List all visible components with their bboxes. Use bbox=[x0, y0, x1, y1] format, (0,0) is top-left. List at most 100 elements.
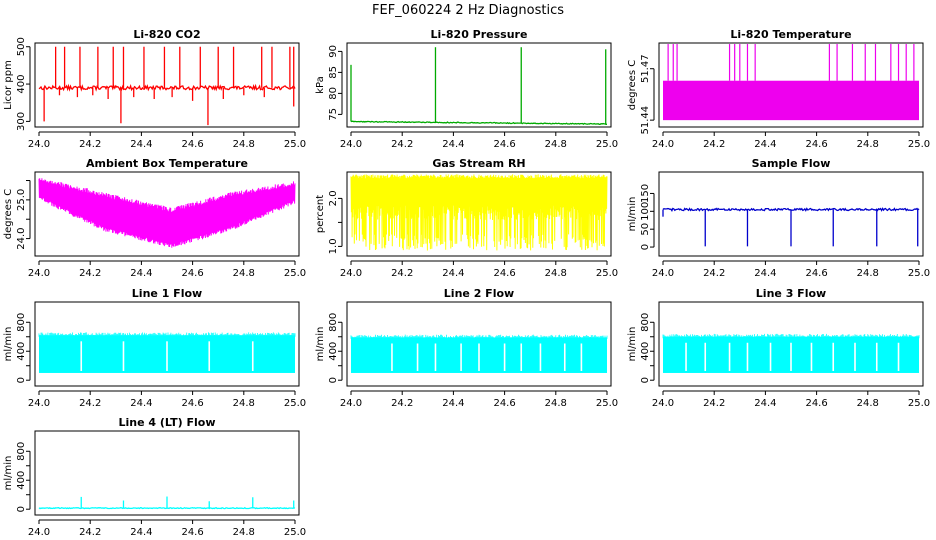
x-axis: 24.0 24.2 24.4 24.6 24.8 25.0 bbox=[652, 390, 930, 409]
y-axis: 0 400 800 bbox=[640, 313, 655, 383]
y-tick-label: 51.47 bbox=[640, 54, 651, 83]
x-tick-label: 24.2 bbox=[79, 268, 101, 279]
x-axis: 24.0 24.2 24.4 24.6 24.8 25.0 bbox=[340, 260, 618, 279]
y-axis: 300 400 500 bbox=[16, 37, 31, 131]
y-axis: 51.44 51.47 bbox=[640, 54, 655, 134]
y-tick-label: 25.0 bbox=[16, 189, 27, 211]
y-axis-label: kPa bbox=[315, 76, 326, 94]
x-axis: 24.0 24.2 24.4 24.6 24.8 25.0 bbox=[652, 260, 930, 279]
x-tick-label: 24.6 bbox=[181, 139, 203, 150]
y-tick-label: 80 bbox=[328, 87, 339, 100]
panel-title: Line 4 (LT) Flow bbox=[119, 416, 216, 429]
y-axis: 0 400 800 bbox=[16, 313, 31, 383]
plot-frame bbox=[346, 171, 612, 257]
x-tick-label: 25.0 bbox=[908, 139, 930, 150]
x-tick-label: 24.0 bbox=[652, 268, 674, 279]
x-axis: 24.0 24.2 24.4 24.6 24.8 25.0 bbox=[28, 390, 306, 409]
x-tick-label: 24.4 bbox=[130, 527, 152, 538]
y-axis: 75 80 85 90 bbox=[328, 45, 343, 121]
x-tick-label: 24.4 bbox=[130, 268, 152, 279]
y-tick-label: 800 bbox=[328, 313, 339, 332]
x-tick-label: 24.4 bbox=[442, 139, 464, 150]
y-tick-label: 2.0 bbox=[328, 190, 339, 206]
y-tick-label: 300 bbox=[16, 112, 27, 131]
y-axis-label: ml/min bbox=[3, 456, 14, 491]
x-tick-label: 24.8 bbox=[233, 398, 255, 409]
data-series bbox=[38, 178, 296, 248]
y-tick-label: 100 bbox=[640, 202, 651, 221]
x-tick-label: 24.2 bbox=[79, 527, 101, 538]
panel-title: Gas Stream RH bbox=[432, 157, 525, 170]
y-axis-label: ml/min bbox=[627, 197, 638, 232]
x-tick-label: 25.0 bbox=[284, 139, 306, 150]
y-tick-label: 75 bbox=[328, 108, 339, 121]
y-tick-label: 150 bbox=[640, 184, 651, 203]
y-axis: 0 400 800 bbox=[328, 313, 343, 383]
x-tick-label: 24.4 bbox=[754, 268, 776, 279]
y-tick-label: 400 bbox=[16, 471, 27, 490]
data-series bbox=[350, 334, 608, 339]
x-tick-label: 24.6 bbox=[181, 398, 203, 409]
plot-frame bbox=[34, 42, 300, 128]
data-series bbox=[38, 332, 296, 337]
y-tick-label: 24.0 bbox=[16, 227, 27, 249]
x-tick-label: 24.0 bbox=[652, 398, 674, 409]
panel-title: Line 2 Flow bbox=[444, 287, 514, 300]
x-axis: 24.0 24.2 24.4 24.6 24.8 25.0 bbox=[340, 390, 618, 409]
y-tick-label: 0 bbox=[16, 377, 27, 383]
figure-title: FEF_060224 2 Hz Diagnostics bbox=[372, 3, 564, 18]
plot-area bbox=[662, 207, 920, 247]
plot-frame bbox=[658, 171, 924, 257]
x-axis: 24.0 24.2 24.4 24.6 24.8 25.0 bbox=[340, 131, 618, 150]
x-tick-label: 24.2 bbox=[391, 398, 413, 409]
y-axis-label: percent bbox=[315, 195, 326, 233]
x-tick-label: 25.0 bbox=[596, 268, 618, 279]
plot-area bbox=[663, 44, 919, 121]
panel-title: Ambient Box Temperature bbox=[86, 157, 248, 170]
x-tick-label: 24.2 bbox=[703, 268, 725, 279]
y-tick-label: 0 bbox=[328, 377, 339, 383]
x-tick-label: 25.0 bbox=[596, 139, 618, 150]
y-tick-label: 0 bbox=[640, 244, 651, 250]
x-tick-label: 24.8 bbox=[545, 268, 567, 279]
panel-title: Li-820 Pressure bbox=[431, 28, 528, 41]
x-tick-label: 24.2 bbox=[79, 398, 101, 409]
data-series bbox=[38, 83, 296, 92]
plot-area bbox=[38, 496, 296, 510]
x-tick-label: 24.8 bbox=[233, 139, 255, 150]
y-tick-label: 500 bbox=[16, 37, 27, 56]
chart-panel-3: Li-820 Temperature 24.0 24.2 24.4 24.6 24.8 25… bbox=[627, 28, 930, 150]
x-tick-label: 24.8 bbox=[233, 527, 255, 538]
chart-panel-6: Sample Flow 24.0 24.2 24.4 24.6 24.8 25.0 0 50 10… bbox=[627, 157, 930, 279]
y-axis-label: Licor ppm bbox=[3, 60, 14, 110]
plot-frame bbox=[658, 42, 924, 128]
chart-panel-1: Li-820 CO2 24.0 24.2 24.4 24.6 24.8 25.0 300 400… bbox=[3, 28, 306, 150]
x-tick-label: 24.6 bbox=[493, 139, 515, 150]
x-tick-label: 24.2 bbox=[391, 139, 413, 150]
x-tick-label: 24.4 bbox=[442, 398, 464, 409]
x-tick-label: 24.4 bbox=[754, 398, 776, 409]
plot-area bbox=[38, 178, 296, 248]
x-tick-label: 24.4 bbox=[754, 139, 776, 150]
x-tick-label: 24.6 bbox=[805, 139, 827, 150]
x-tick-label: 24.8 bbox=[857, 268, 879, 279]
y-axis: 1.0 2.0 bbox=[328, 190, 343, 254]
x-tick-label: 25.0 bbox=[284, 268, 306, 279]
panel-title: Line 1 Flow bbox=[132, 287, 202, 300]
plot-frame bbox=[346, 301, 612, 387]
x-tick-label: 24.8 bbox=[233, 268, 255, 279]
data-series bbox=[350, 174, 608, 251]
plot-frame bbox=[34, 430, 300, 516]
y-tick-label: 800 bbox=[16, 313, 27, 332]
y-axis-label: degrees C bbox=[3, 189, 14, 239]
plot-area bbox=[38, 332, 296, 373]
chart-panel-2: Li-820 Pressure 24.0 24.2 24.4 24.6 24.8 25.0 7… bbox=[315, 28, 618, 150]
x-tick-label: 24.6 bbox=[493, 268, 515, 279]
x-tick-label: 24.6 bbox=[805, 268, 827, 279]
x-tick-label: 24.6 bbox=[805, 398, 827, 409]
plot-frame bbox=[34, 301, 300, 387]
x-tick-label: 25.0 bbox=[908, 398, 930, 409]
y-axis-label: ml/min bbox=[3, 327, 14, 362]
